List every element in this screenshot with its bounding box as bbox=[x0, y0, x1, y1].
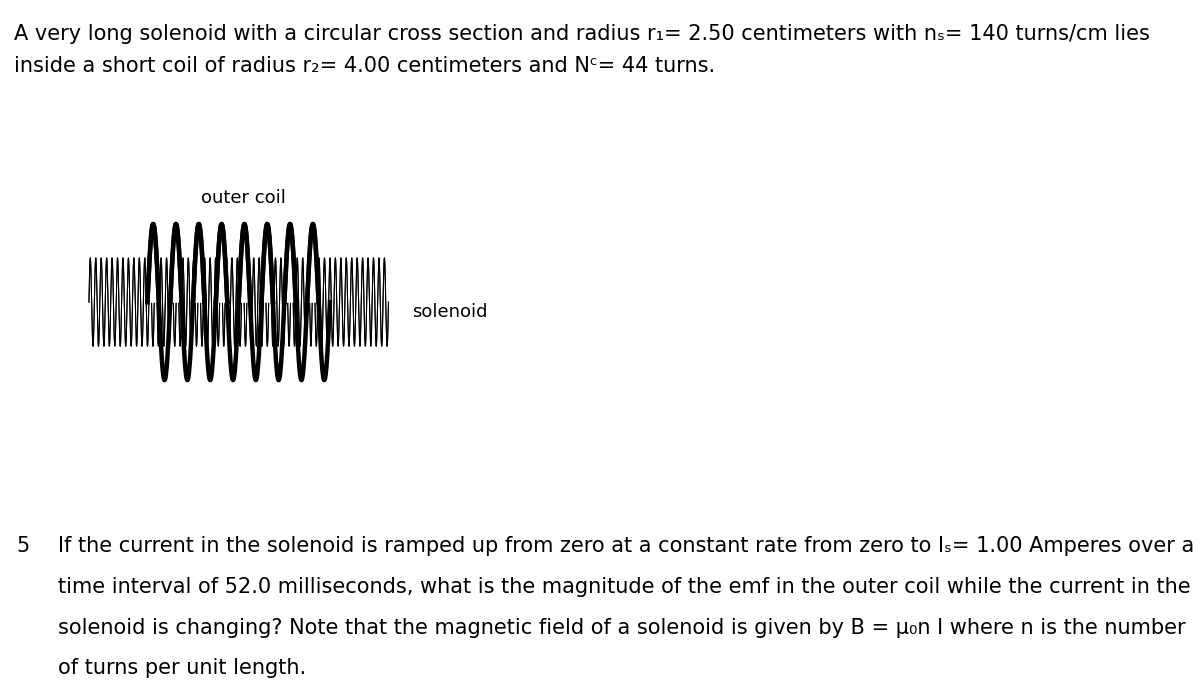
Polygon shape bbox=[239, 224, 250, 302]
Polygon shape bbox=[284, 224, 295, 302]
Polygon shape bbox=[262, 224, 272, 302]
Text: time interval of 52.0 milliseconds, what is the magnitude of the emf in the oute: time interval of 52.0 milliseconds, what… bbox=[58, 577, 1190, 597]
Text: of turns per unit length.: of turns per unit length. bbox=[58, 658, 306, 678]
Text: solenoid: solenoid bbox=[412, 303, 487, 321]
Text: 5: 5 bbox=[17, 536, 30, 556]
Polygon shape bbox=[307, 224, 318, 302]
Polygon shape bbox=[170, 224, 181, 302]
Text: A very long solenoid with a circular cross section and radius r₁= 2.50 centimete: A very long solenoid with a circular cro… bbox=[14, 24, 1150, 44]
Polygon shape bbox=[148, 224, 158, 302]
Polygon shape bbox=[216, 224, 227, 302]
Polygon shape bbox=[193, 224, 204, 302]
Text: inside a short coil of radius r₂= 4.00 centimeters and Nᶜ= 44 turns.: inside a short coil of radius r₂= 4.00 c… bbox=[14, 55, 715, 76]
Text: outer coil: outer coil bbox=[202, 189, 286, 207]
Text: If the current in the solenoid is ramped up from zero at a constant rate from ze: If the current in the solenoid is ramped… bbox=[58, 536, 1194, 556]
Text: solenoid is changing? Note that the magnetic field of a solenoid is given by B =: solenoid is changing? Note that the magn… bbox=[58, 617, 1186, 638]
